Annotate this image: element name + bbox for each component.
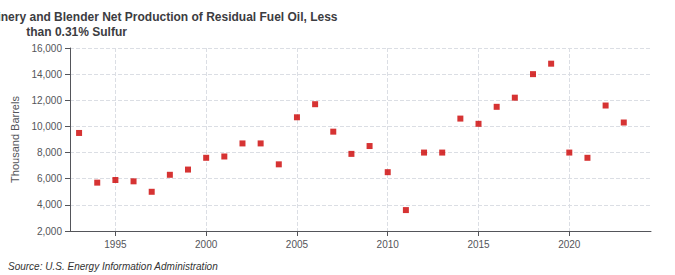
svg-text:2,000: 2,000 xyxy=(37,226,62,237)
svg-text:Thousand Barrels: Thousand Barrels xyxy=(9,96,21,183)
svg-text:2000: 2000 xyxy=(195,239,218,250)
svg-text:2005: 2005 xyxy=(286,239,309,250)
svg-text:1995: 1995 xyxy=(104,239,127,250)
svg-text:Annual Gulf Coast (PADD 3) Ref: Annual Gulf Coast (PADD 3) Refinery and … xyxy=(0,10,338,24)
svg-text:2015: 2015 xyxy=(467,239,490,250)
svg-text:10,000: 10,000 xyxy=(31,121,62,132)
svg-text:12,000: 12,000 xyxy=(31,95,62,106)
svg-text:2020: 2020 xyxy=(558,239,581,250)
svg-text:8,000: 8,000 xyxy=(37,147,62,158)
svg-text:6,000: 6,000 xyxy=(37,173,62,184)
svg-text:than 0.31% Sulfur: than 0.31% Sulfur xyxy=(26,25,127,39)
svg-text:2010: 2010 xyxy=(377,239,400,250)
svg-text:16,000: 16,000 xyxy=(31,43,62,54)
svg-text:4,000: 4,000 xyxy=(37,199,62,210)
svg-text:14,000: 14,000 xyxy=(31,69,62,80)
svg-text:Source: U.S. Energy Informatio: Source: U.S. Energy Information Administ… xyxy=(8,261,218,272)
